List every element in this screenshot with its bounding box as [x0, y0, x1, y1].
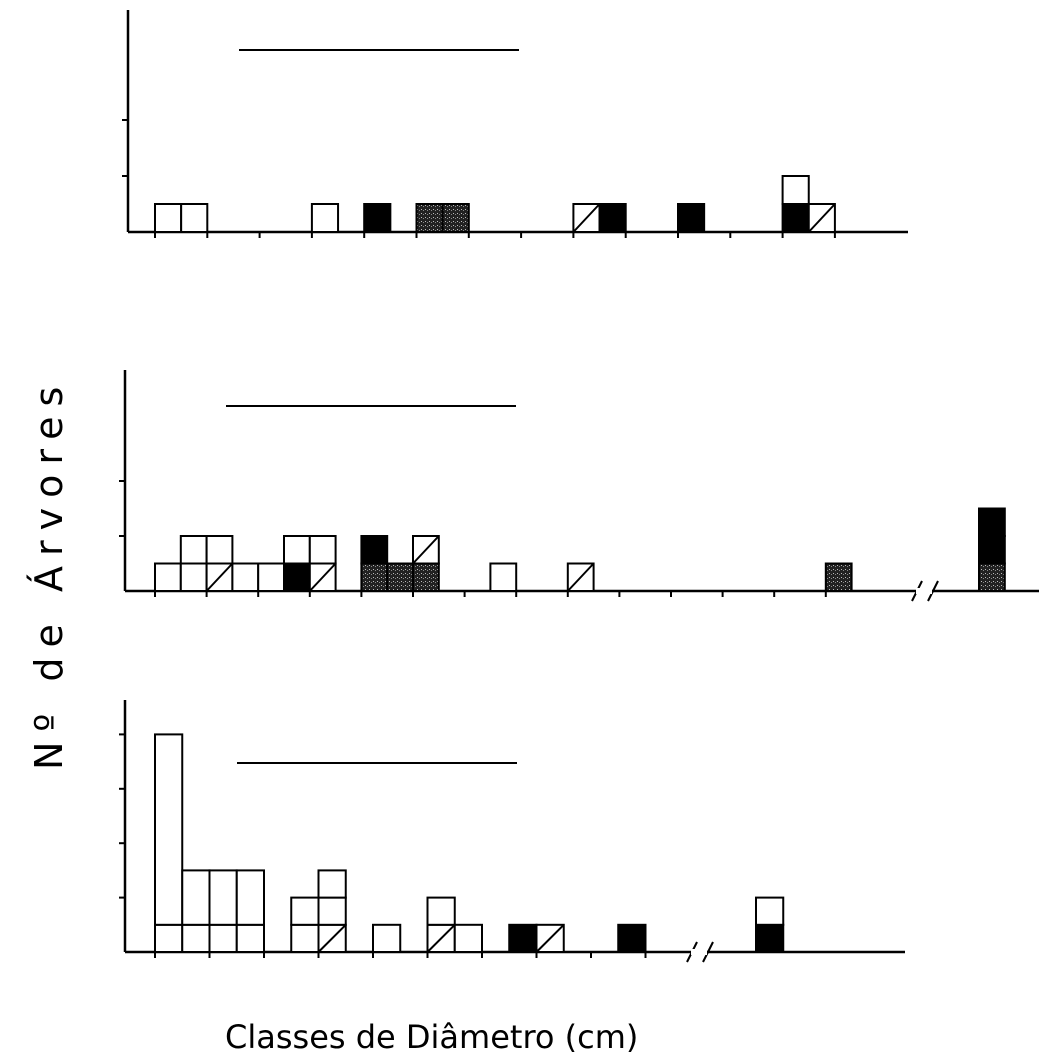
- bar-segment-solid: [283, 562, 311, 592]
- bar-segment-open: [257, 562, 286, 592]
- bar-hatch-line: [808, 203, 836, 233]
- bar-segment-stippled: [386, 562, 415, 592]
- bar-hatch-line: [426, 924, 456, 953]
- bar-segment-solid: [363, 203, 392, 233]
- bar-segment-open: [489, 562, 518, 592]
- bar-segment-stippled: [412, 562, 440, 592]
- bar-segment-open: [179, 562, 208, 592]
- bar-segment-open: [154, 923, 184, 953]
- bar-segment-solid: [781, 203, 810, 233]
- bar-segment-open: [179, 535, 208, 565]
- bar-hatch-line: [572, 203, 601, 233]
- bar-segment-open: [781, 175, 810, 205]
- bar-segment-stippled: [978, 562, 1006, 592]
- bar-segment-open: [453, 923, 483, 953]
- figure-xlabel: Classes de Diâmetro (cm): [225, 1018, 638, 1056]
- axis-break-mark: [927, 580, 939, 602]
- bar-segment-open: [180, 203, 209, 233]
- bar-segment-solid: [978, 507, 1006, 537]
- bar-hatch-line: [535, 924, 565, 953]
- bar-segment-open: [290, 896, 320, 926]
- bar-segment-stippled: [360, 562, 389, 592]
- bar-segment-open: [208, 869, 238, 926]
- bar-segment-open: [181, 923, 211, 953]
- bar-hatch-line: [412, 535, 440, 565]
- bar-segment-open: [426, 896, 456, 926]
- bar-segment-open: [235, 869, 265, 926]
- bar-segment-solid: [978, 535, 1006, 565]
- panel-glabrum: [119, 370, 1039, 602]
- bar-segment-solid: [617, 923, 647, 953]
- figure-ylabel: Nº de Árvores: [27, 377, 71, 770]
- bar-segment-open: [372, 923, 402, 953]
- bar-segment-open: [154, 203, 183, 233]
- axis-break-gap: [691, 949, 707, 955]
- axis-break-mark: [702, 941, 714, 963]
- bar-segment-open: [317, 869, 347, 899]
- bar-segment-open: [310, 203, 340, 233]
- axis-break-gap: [916, 588, 932, 594]
- bar-segment-open: [208, 923, 238, 953]
- bar-segment-open: [308, 535, 337, 565]
- bar-segment-open: [231, 562, 260, 592]
- bar-segment-open: [290, 923, 320, 953]
- bar-segment-open: [154, 562, 182, 592]
- bar-segment-open: [235, 923, 265, 953]
- bar-hatch-line: [309, 562, 337, 592]
- bar-segment-open: [755, 896, 785, 926]
- bar-segment-open: [283, 535, 311, 565]
- panel-villosum: [122, 10, 908, 238]
- bar-segment-solid: [508, 923, 538, 953]
- bar-segment-stippled: [415, 203, 444, 233]
- bar-segment-open: [181, 869, 211, 926]
- panel-pallidum: [119, 700, 905, 963]
- bar-segment-stippled: [824, 562, 853, 592]
- bar-segment-solid: [755, 923, 785, 953]
- bar-segment-open: [205, 535, 234, 565]
- bar-segment-solid: [360, 535, 389, 565]
- bar-segment-solid: [677, 203, 706, 233]
- bar-segment-open: [154, 733, 184, 926]
- bar-segment-solid: [598, 203, 627, 233]
- bar-hatch-line: [205, 562, 234, 592]
- bar-segment-stippled: [441, 203, 470, 233]
- bar-hatch-line: [317, 924, 347, 953]
- bar-segment-open: [317, 896, 347, 926]
- bar-hatch-line: [567, 562, 595, 592]
